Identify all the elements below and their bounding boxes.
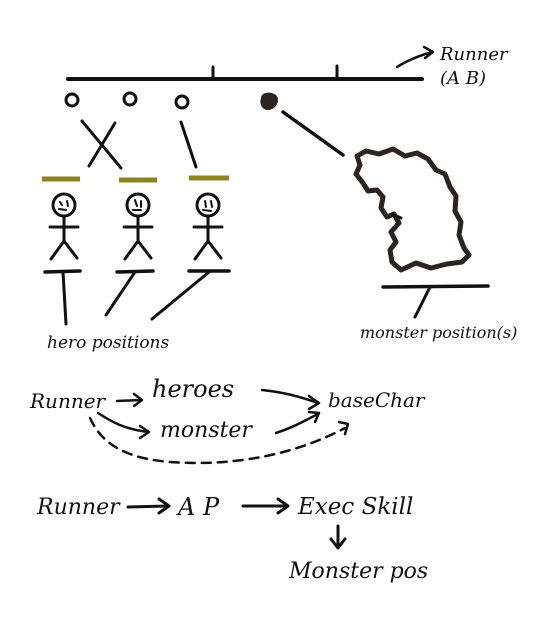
runner-sub-label: (A B) bbox=[440, 68, 486, 89]
runner-annotation: Runner (A B) bbox=[395, 44, 509, 89]
monster-position-marker bbox=[381, 284, 490, 319]
flow2-ap-node: A P bbox=[176, 493, 220, 521]
flow1-monster-node: monster bbox=[160, 418, 253, 443]
flow2-monster-pos-node: Monster pos bbox=[288, 559, 428, 584]
hero-positions-label: hero positions bbox=[47, 333, 170, 353]
hero-position-markers bbox=[43, 269, 231, 326]
flow2-exec-skill-node: Exec Skill bbox=[297, 494, 413, 520]
hero-figure bbox=[192, 192, 224, 261]
flow1-runner-node: Runner bbox=[29, 389, 107, 413]
flow1-heroes-node: heroes bbox=[152, 375, 234, 403]
arrow-icon bbox=[274, 412, 320, 435]
runner-timeline bbox=[66, 64, 424, 81]
class-flow-diagram: Runner heroes monster baseChar bbox=[29, 375, 426, 465]
monster-shape bbox=[353, 146, 472, 273]
hero-figure bbox=[122, 192, 154, 261]
slot-mapping-lines bbox=[80, 110, 345, 170]
dashed-arrow-icon bbox=[88, 416, 347, 465]
arrow-icon bbox=[115, 398, 143, 403]
slot-2-circle bbox=[122, 91, 138, 107]
flow2-runner-node: Runner bbox=[36, 495, 121, 520]
hero-platforms bbox=[42, 175, 229, 183]
monster-positions-label: monster position(s) bbox=[360, 323, 517, 342]
execution-flow-diagram: Runner A P Exec Skill Monster pos bbox=[36, 493, 428, 584]
slot-1-circle bbox=[64, 92, 80, 108]
hero-head bbox=[195, 192, 221, 218]
flow1-basechar-node: baseChar bbox=[328, 388, 426, 412]
hero-head bbox=[125, 192, 151, 218]
arrow-icon bbox=[260, 388, 320, 405]
arrow-icon bbox=[96, 411, 150, 434]
slot-3-circle bbox=[174, 94, 190, 110]
arrow-icon bbox=[395, 50, 434, 69]
arrow-icon bbox=[126, 504, 170, 509]
hero-figure bbox=[48, 192, 80, 261]
turn-slots bbox=[64, 91, 279, 110]
slot-4-filled-circle bbox=[260, 92, 279, 110]
runner-label: Runner bbox=[439, 44, 509, 65]
hero-head bbox=[51, 192, 77, 218]
